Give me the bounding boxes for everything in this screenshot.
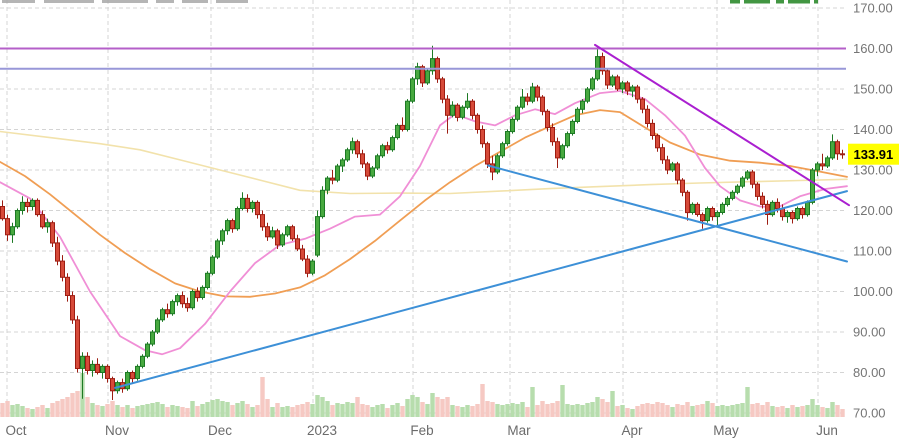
month-label-2023: 2023 <box>307 423 337 438</box>
month-label-Apr: Apr <box>621 423 643 438</box>
price-tick-140.00: 140.00 <box>853 122 893 137</box>
price-tick-150.00: 150.00 <box>853 82 893 97</box>
minor-downtrend <box>487 164 848 263</box>
long-uptrend-support <box>114 190 848 389</box>
clipped-header-text <box>2 0 818 4</box>
trendlines-and-levels[interactable] <box>0 43 850 389</box>
moving-averages <box>0 90 848 356</box>
price-tick-120.00: 120.00 <box>853 203 893 218</box>
price-tick-70.00: 70.00 <box>853 406 886 421</box>
price-tick-110.00: 110.00 <box>853 244 892 259</box>
major-downtrend <box>594 43 850 207</box>
price-axis[interactable]: 170.00 160.00 150.00 140.00 130.00 120.00 110.… <box>853 1 893 421</box>
ma-long-khaki <box>0 130 848 195</box>
grid-layer <box>0 0 846 417</box>
candles <box>0 45 845 400</box>
time-axis[interactable]: Oct Nov Dec 2023 Feb Mar Apr May Jun <box>5 423 837 438</box>
price-tick-80.00: 80.00 <box>853 365 886 380</box>
last-price-tag-bg <box>848 143 899 165</box>
month-label-Jun: Jun <box>816 423 838 438</box>
month-label-Oct: Oct <box>5 423 26 438</box>
month-label-Mar: Mar <box>507 423 531 438</box>
price-tick-160.00: 160.00 <box>853 41 893 56</box>
month-label-May: May <box>713 423 739 438</box>
month-label-Feb: Feb <box>410 423 433 438</box>
ma-medium-orange <box>0 109 848 298</box>
last-price-label: 133.91 <box>854 147 894 162</box>
month-label-Nov: Nov <box>105 423 129 438</box>
price-tick-130.00: 130.00 <box>853 163 893 178</box>
price-tick-100.00: 100.00 <box>853 284 893 299</box>
last-price-tag: 133.91 <box>848 143 899 165</box>
ma-fast-pink <box>0 90 848 356</box>
price-tick-170.00: 170.00 <box>853 1 893 16</box>
volume-bars <box>0 373 845 417</box>
month-label-Dec: Dec <box>208 423 232 438</box>
price-tick-90.00: 90.00 <box>853 325 886 340</box>
